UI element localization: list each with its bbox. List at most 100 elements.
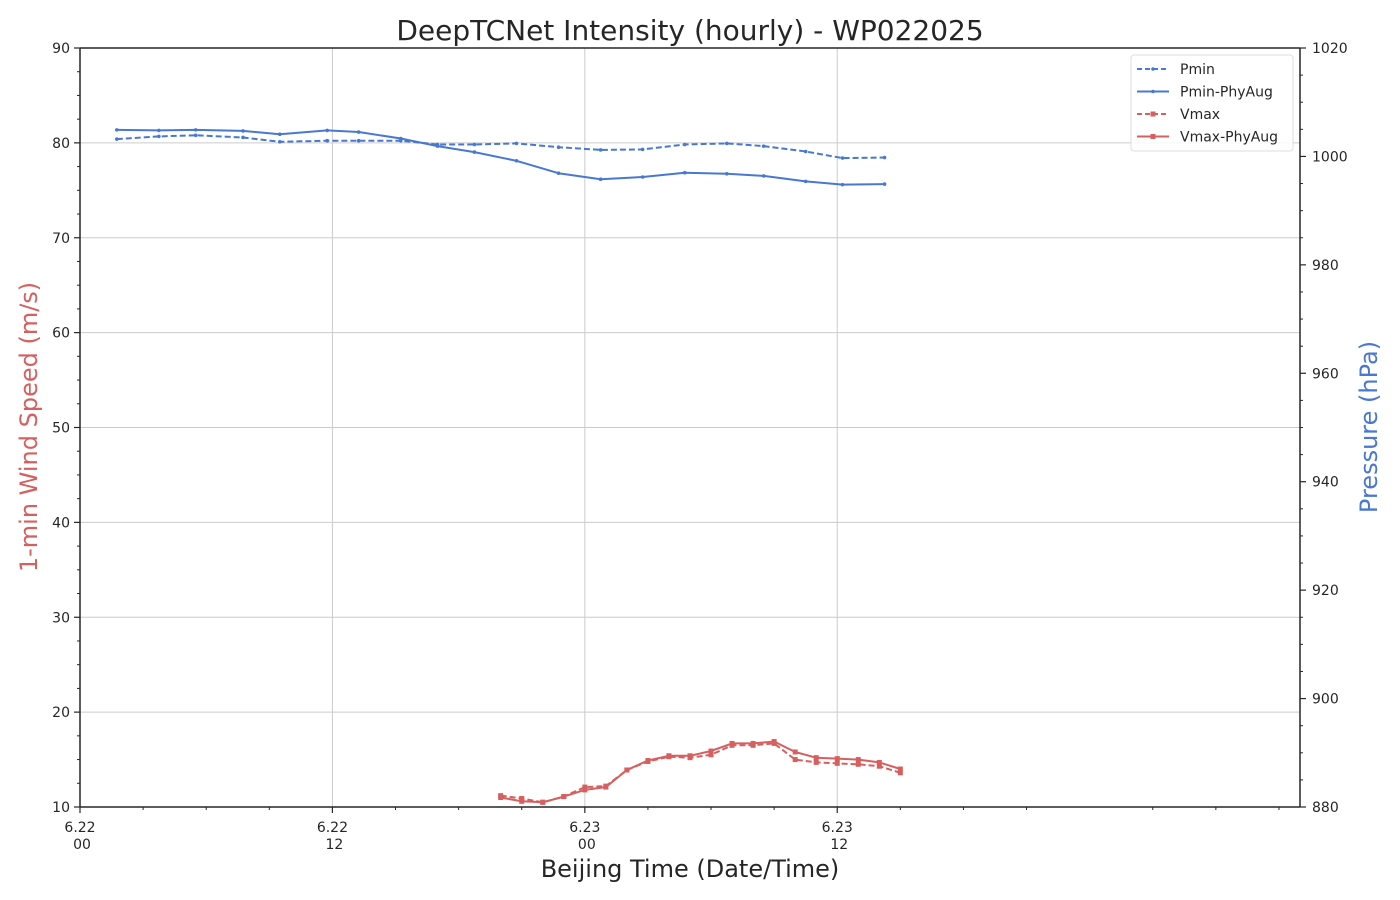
data-point — [645, 758, 651, 764]
y-right-tick-label: 880 — [1312, 800, 1339, 816]
y-left-tick-label: 50 — [52, 421, 70, 437]
data-point — [325, 128, 329, 133]
data-point — [792, 757, 798, 763]
x-tick-label-date: 6.22 — [64, 820, 95, 836]
series-line-pmin — [116, 134, 885, 160]
data-point — [278, 139, 282, 144]
legend-swatch-marker — [1150, 134, 1156, 139]
legend-swatch-marker — [1150, 111, 1156, 117]
data-point — [398, 136, 403, 141]
data-point — [687, 753, 693, 759]
data-point — [813, 759, 819, 765]
data-point — [157, 128, 161, 133]
data-point — [882, 155, 887, 160]
y-axis-left-label: 1-min Wind Speed (m/s) — [15, 282, 43, 572]
data-point — [803, 149, 808, 154]
data-point — [882, 182, 887, 186]
x-tick-label-date: 6.23 — [822, 820, 853, 836]
data-point — [325, 138, 329, 143]
data-point — [514, 141, 519, 146]
data-point — [761, 174, 766, 178]
data-point — [278, 132, 282, 137]
y-left-tick-label: 80 — [52, 136, 70, 152]
data-point — [157, 134, 161, 139]
data-point — [813, 755, 819, 761]
data-point — [472, 150, 477, 154]
y-axis-right-label: Pressure (hPa) — [1355, 341, 1383, 513]
legend-label: Vmax-PhyAug — [1180, 130, 1278, 146]
data-point — [356, 130, 361, 134]
axes: 1020304050607080908809009209409609801000… — [52, 41, 1347, 853]
y-left-tick-label: 30 — [52, 610, 70, 626]
y-left-tick-label: 70 — [52, 231, 70, 247]
data-point — [356, 138, 361, 143]
data-point — [771, 739, 777, 745]
y-right-tick-label: 1020 — [1312, 41, 1348, 57]
data-point — [193, 128, 198, 132]
y-left-tick-label: 60 — [52, 326, 70, 342]
y-right-tick-label: 900 — [1312, 692, 1339, 708]
x-tick-label-time: 00 — [73, 837, 91, 853]
data-point — [897, 770, 903, 776]
legend-label: Vmax — [1180, 107, 1220, 123]
y-right-tick-label: 1000 — [1312, 149, 1348, 165]
x-tick-label-time: 12 — [325, 837, 343, 853]
data-point — [435, 144, 440, 148]
data-point — [519, 795, 525, 801]
data-point — [803, 179, 808, 184]
data-point — [603, 784, 609, 790]
data-point — [115, 137, 119, 141]
y-right-tick-label: 960 — [1312, 366, 1339, 382]
data-point — [193, 133, 198, 138]
data-point — [729, 740, 735, 746]
data-point — [725, 141, 729, 146]
y-left-tick-label: 40 — [52, 515, 70, 531]
data-point — [598, 148, 603, 152]
data-point — [761, 144, 766, 148]
legend-label: Pmin-PhyAug — [1180, 85, 1273, 101]
data-point — [556, 171, 561, 176]
data-point — [582, 787, 588, 793]
legend-box — [1130, 54, 1294, 152]
x-tick-label-time: 12 — [830, 837, 848, 853]
y-left-tick-label: 10 — [52, 800, 70, 816]
x-tick-label-date: 6.23 — [569, 820, 600, 836]
legend: Pmin Pmin-PhyAug Vmax Vmax-PhyAug — [1130, 54, 1294, 152]
x-tick-label-date: 6.22 — [317, 820, 348, 836]
data-point — [834, 756, 840, 762]
legend-swatch-marker — [1151, 89, 1155, 94]
legend-label: Pmin — [1180, 62, 1215, 78]
data-point — [624, 767, 630, 773]
x-axis-label: Beijing Time (Date/Time) — [541, 855, 840, 883]
data-point — [708, 748, 714, 754]
data-point — [582, 784, 588, 790]
data-point — [561, 794, 567, 800]
data-point — [855, 761, 861, 767]
data-point — [472, 142, 477, 147]
data-point — [840, 156, 845, 160]
data-point — [115, 128, 119, 132]
data-point — [855, 757, 861, 763]
data-point — [598, 177, 603, 181]
data-point — [498, 795, 504, 801]
plot-series — [115, 128, 903, 805]
series-line-vmax-phyaug — [500, 740, 901, 804]
data-point — [241, 129, 245, 133]
y-left-tick-label: 20 — [52, 705, 70, 721]
data-point — [876, 759, 882, 765]
y-right-tick-label: 920 — [1312, 583, 1339, 599]
data-point — [519, 798, 525, 804]
chart-title: DeepTCNet Intensity (hourly) - WP022025 — [396, 14, 983, 47]
data-point — [540, 799, 546, 805]
data-point — [876, 763, 882, 769]
data-point — [792, 749, 798, 755]
data-point — [556, 145, 561, 150]
x-tick-label-time: 00 — [578, 837, 596, 853]
data-point — [241, 135, 245, 140]
data-point — [897, 766, 903, 772]
legend-swatch-marker — [1151, 67, 1155, 71]
y-left-tick-label: 90 — [52, 41, 70, 57]
data-point — [682, 170, 687, 175]
data-point — [682, 142, 687, 147]
